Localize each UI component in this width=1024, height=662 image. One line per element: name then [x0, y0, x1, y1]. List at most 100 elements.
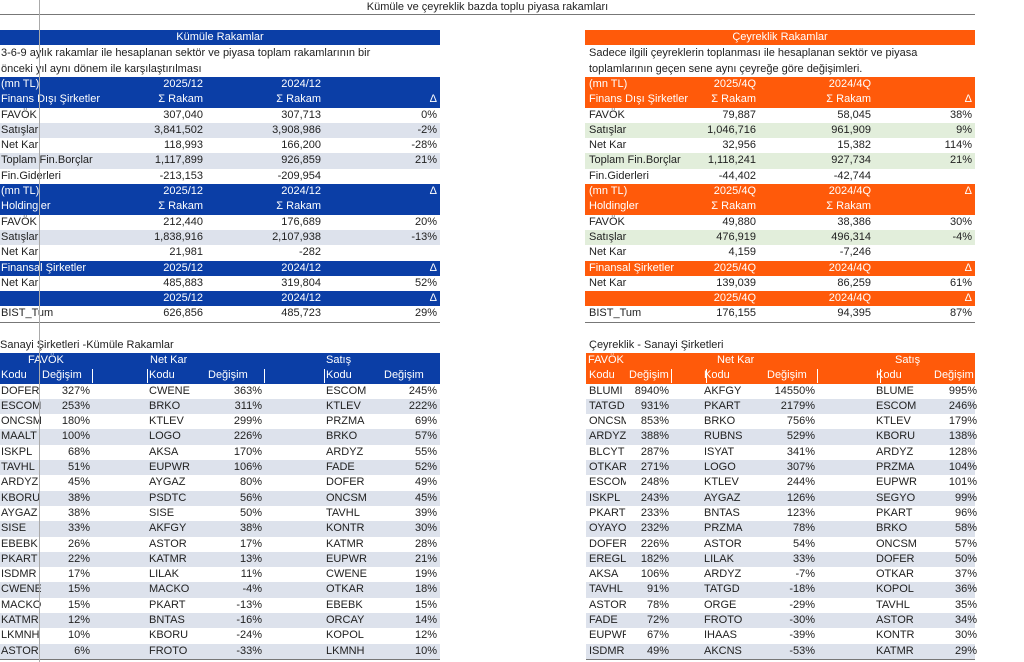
ticker-code: AKCNS [704, 644, 742, 657]
value-current: 139,039 [716, 276, 756, 289]
change-percent: -18% [789, 583, 815, 596]
change-percent: -28% [411, 139, 437, 152]
change-percent: -4% [242, 583, 262, 596]
table-row: AYGAZ 38% SISE 50% TAVHL 39% [0, 506, 440, 521]
change-percent: 226% [233, 430, 262, 443]
table-row: Net Kar 32,956 15,382 114% [585, 138, 975, 153]
ticker-code: ASTOR [704, 537, 742, 550]
ticker-code: TATGD [589, 399, 625, 412]
change-percent: 307% [786, 461, 815, 474]
change-percent: 38% [67, 506, 90, 519]
ticker-code: EBEBK [326, 598, 363, 611]
change-percent: 78% [646, 598, 669, 611]
value-current: 176,155 [716, 307, 756, 320]
ticker-code: TATGD [704, 583, 740, 596]
column-divider [264, 369, 265, 383]
change-percent: 6% [74, 644, 90, 657]
col-degisim: Değişim [767, 369, 807, 382]
value-current: 32,956 [722, 139, 756, 152]
value-current: 2025/12 [163, 185, 203, 198]
sanayi-kumule-panel: Sanayi Şirketleri -Kümüle Rakamlar FAVÖK… [0, 337, 440, 660]
change-percent: 123% [786, 506, 815, 519]
change-percent: 50% [954, 552, 977, 565]
change-percent: 245% [408, 384, 437, 397]
ticker-code: ASTOR [149, 537, 187, 550]
change-percent: 529% [786, 430, 815, 443]
value-previous: 2,107,938 [272, 230, 321, 243]
change-percent: 35% [954, 598, 977, 611]
ticker-code: AKSA [149, 445, 179, 458]
row-label: Net Kar [1, 276, 39, 289]
table-row: ESCOM 253% BRKO 311% KTLEV 222% [0, 398, 440, 415]
kumule-table: (mn TL) 2025/12 2024/12 Finans Dışı Şirketl… [0, 77, 440, 323]
value-current: 49,880 [722, 215, 756, 228]
change-percent: 363% [233, 384, 262, 397]
ticker-code: PSDTC [149, 491, 187, 504]
value-previous: 38,386 [837, 215, 871, 228]
ticker-code: BNTAS [704, 506, 740, 519]
table-row: Toplam Fin.Borçlar 1,118,241 927,734 21% [585, 153, 975, 169]
column-divider [324, 369, 325, 383]
change-percent: Δ [429, 261, 437, 274]
value-previous: 2024/12 [281, 261, 321, 274]
change-percent: 55% [414, 445, 437, 458]
ticker-code: OTKAR [876, 568, 914, 581]
ticker-code: IHAAS [704, 629, 738, 642]
ticker-code: ESCOM [1, 399, 41, 412]
table-row: TATGD 931% PKART 2179% ESCOM 246% [586, 398, 977, 415]
change-percent: 244% [786, 476, 815, 489]
group-label-satis: Satış [326, 354, 352, 366]
change-percent: 9% [956, 123, 972, 136]
sanayi-ceyreklik-panel: Çeyreklik - Sanayi Şirketleri FAVÖK Net K… [586, 337, 977, 660]
value-current: 3,841,502 [154, 123, 203, 136]
col-kodu: Kodu [149, 369, 175, 382]
table-header-row: Finansal Şirketler 2025/12 2024/12 Δ [0, 260, 440, 276]
change-percent: 13% [239, 552, 262, 565]
ticker-code: ISKPL [589, 491, 621, 504]
change-percent: 15% [67, 583, 90, 596]
change-percent: 128% [948, 445, 977, 458]
ticker-code: EUPWR [326, 552, 367, 565]
ticker-code: PRZMA [704, 522, 743, 535]
table-row: FAVÖK 79,887 58,045 38% [585, 108, 975, 123]
column-divider [671, 369, 672, 383]
ticker-code: AYGAZ [1, 506, 38, 519]
change-percent: 12% [414, 629, 437, 642]
change-percent: -16% [236, 614, 262, 627]
change-percent: -4% [952, 230, 972, 243]
value-current: 2025/4Q [713, 292, 756, 305]
value-previous: 927,734 [831, 154, 871, 167]
ticker-code: BRKO [876, 522, 908, 535]
ticker-code: MACKO [1, 598, 41, 611]
value-current: 2025/12 [163, 261, 203, 274]
ticker-code: BRKO [326, 430, 358, 443]
ticker-code: FADE [326, 461, 355, 474]
value-current: -44,402 [718, 169, 756, 182]
table-row: SISE 33% AKFGY 38% KONTR 30% [0, 521, 440, 537]
table-header-row: (mn TL) 2025/12 2024/12 Δ [0, 184, 440, 200]
row-label: Net Kar [589, 246, 627, 259]
change-percent: 87% [949, 307, 972, 320]
change-percent: 99% [954, 491, 977, 504]
ticker-code: TAVHL [589, 583, 623, 596]
change-percent: 853% [640, 415, 669, 428]
table-row: ONCSM 180% KTLEV 299% PRZMA 69% [0, 414, 440, 429]
group-header-row: FAVÖK Net Kar Satış [586, 353, 975, 369]
table-row: FAVÖK 49,880 38,386 30% [585, 215, 975, 230]
table-row: TAVHL 91% TATGD -18% KOPOL 36% [586, 582, 977, 598]
change-percent: 226% [640, 537, 669, 550]
table-row: EBEBK 26% ASTOR 17% KATMR 28% [0, 537, 440, 552]
sanayi-ceyreklik-title: Çeyreklik - Sanayi Şirketleri [589, 339, 724, 351]
ticker-code: KATMR [326, 537, 364, 550]
change-percent: 10% [414, 644, 437, 657]
change-percent: 69% [414, 415, 437, 428]
value-current: 476,919 [716, 230, 756, 243]
row-label: (mn TL) [1, 185, 40, 198]
row-label: BIST_Tum [1, 307, 54, 320]
change-percent: 57% [414, 430, 437, 443]
ticker-code: FADE [589, 614, 618, 627]
ticker-code: PKART [876, 506, 913, 519]
value-previous: 2024/4Q [828, 78, 871, 90]
change-percent: 253% [61, 399, 90, 412]
value-previous: 485,723 [281, 307, 321, 320]
